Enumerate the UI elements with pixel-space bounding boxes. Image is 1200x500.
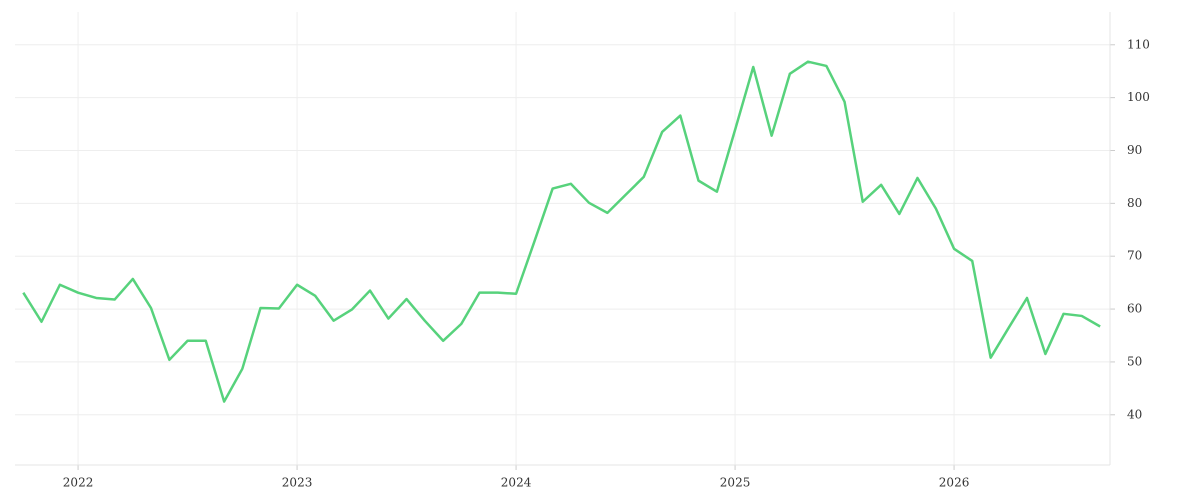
y-tick-label: 100 [1127, 90, 1150, 104]
y-tick-label: 80 [1127, 196, 1142, 210]
x-tick-label: 2026 [939, 476, 970, 490]
y-tick-label: 70 [1127, 249, 1142, 263]
data-line [22, 60, 1101, 403]
x-tick-label: 2025 [720, 476, 751, 490]
y-tick-label: 40 [1127, 407, 1142, 421]
y-tick-label: 50 [1127, 354, 1142, 368]
y-tick-label: 90 [1127, 143, 1142, 157]
y-tick-label: 110 [1127, 37, 1150, 51]
y-tick-label: 60 [1127, 302, 1142, 316]
x-tick-label: 2024 [501, 476, 532, 490]
x-tick-label: 2023 [282, 476, 313, 490]
x-tick-label: 2022 [63, 476, 94, 490]
